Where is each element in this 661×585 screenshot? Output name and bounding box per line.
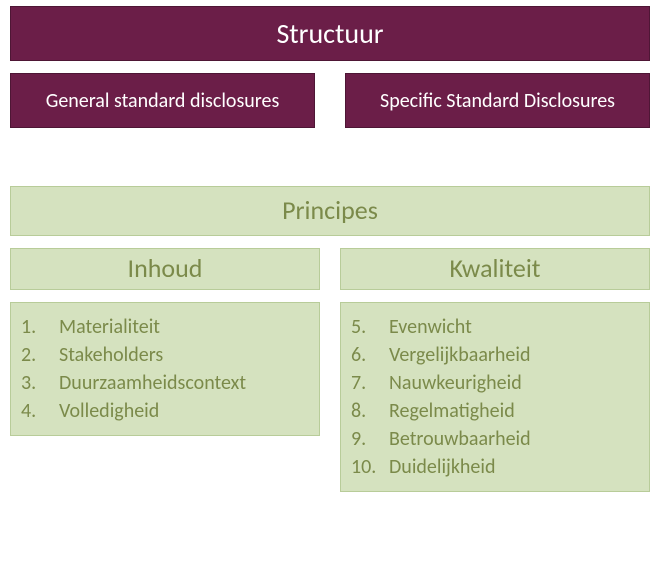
list-item: 9.Betrouwbaarheid	[351, 425, 635, 453]
list-item-text: Stakeholders	[59, 341, 163, 369]
inhoud-label: Inhoud	[128, 253, 203, 284]
list-item: 5.Evenwicht	[351, 313, 635, 341]
list-item-text: Regelmatigheid	[389, 397, 515, 425]
list-item-number: 2.	[21, 341, 59, 369]
list-item-number: 5.	[351, 313, 389, 341]
list-item-text: Volledigheid	[59, 397, 159, 425]
list-item-text: Materialiteit	[59, 313, 160, 341]
structuur-label: Structuur	[276, 17, 383, 51]
list-item-number: 10.	[351, 453, 389, 481]
list-item: 2.Stakeholders	[21, 341, 305, 369]
list-item-text: Duurzaamheidscontext	[59, 369, 246, 397]
inhoud-list-box: 1.Materialiteit2.Stakeholders3.Duurzaamh…	[10, 302, 320, 436]
principes-header: Principes	[10, 186, 650, 236]
kwaliteit-list: 5.Evenwicht6.Vergelijkbaarheid7.Nauwkeur…	[351, 313, 635, 481]
general-disclosures-box: General standard disclosures	[10, 73, 315, 128]
inhoud-header: Inhoud	[10, 248, 320, 290]
list-item: 1.Materialiteit	[21, 313, 305, 341]
kwaliteit-list-box: 5.Evenwicht6.Vergelijkbaarheid7.Nauwkeur…	[340, 302, 650, 492]
list-item: 10.Duidelijkheid	[351, 453, 635, 481]
principes-label: Principes	[282, 195, 378, 226]
list-item-number: 6.	[351, 341, 389, 369]
list-item: 8.Regelmatigheid	[351, 397, 635, 425]
list-item-number: 7.	[351, 369, 389, 397]
list-item-text: Duidelijkheid	[389, 453, 495, 481]
list-item-number: 4.	[21, 397, 59, 425]
list-item-number: 1.	[21, 313, 59, 341]
list-item-number: 3.	[21, 369, 59, 397]
specific-disclosures-box: Specific Standard Disclosures	[345, 73, 650, 128]
kwaliteit-header: Kwaliteit	[340, 248, 650, 290]
specific-disclosures-label: Specific Standard Disclosures	[380, 89, 615, 113]
list-item-text: Evenwicht	[389, 313, 472, 341]
list-item-text: Nauwkeurigheid	[389, 369, 522, 397]
list-item-number: 9.	[351, 425, 389, 453]
general-disclosures-label: General standard disclosures	[46, 89, 280, 113]
list-item: 4.Volledigheid	[21, 397, 305, 425]
inhoud-list: 1.Materialiteit2.Stakeholders3.Duurzaamh…	[21, 313, 305, 425]
kwaliteit-label: Kwaliteit	[449, 253, 540, 284]
list-item: 7.Nauwkeurigheid	[351, 369, 635, 397]
list-item-number: 8.	[351, 397, 389, 425]
list-item-text: Betrouwbaarheid	[389, 425, 531, 453]
list-item-text: Vergelijkbaarheid	[389, 341, 530, 369]
list-item: 3.Duurzaamheidscontext	[21, 369, 305, 397]
list-item: 6.Vergelijkbaarheid	[351, 341, 635, 369]
disclosures-row: General standard disclosures Specific St…	[10, 73, 651, 128]
principes-lists-row: 1.Materialiteit2.Stakeholders3.Duurzaamh…	[10, 302, 651, 492]
principes-columns-row: Inhoud Kwaliteit	[10, 248, 651, 290]
structuur-header: Structuur	[10, 6, 650, 61]
